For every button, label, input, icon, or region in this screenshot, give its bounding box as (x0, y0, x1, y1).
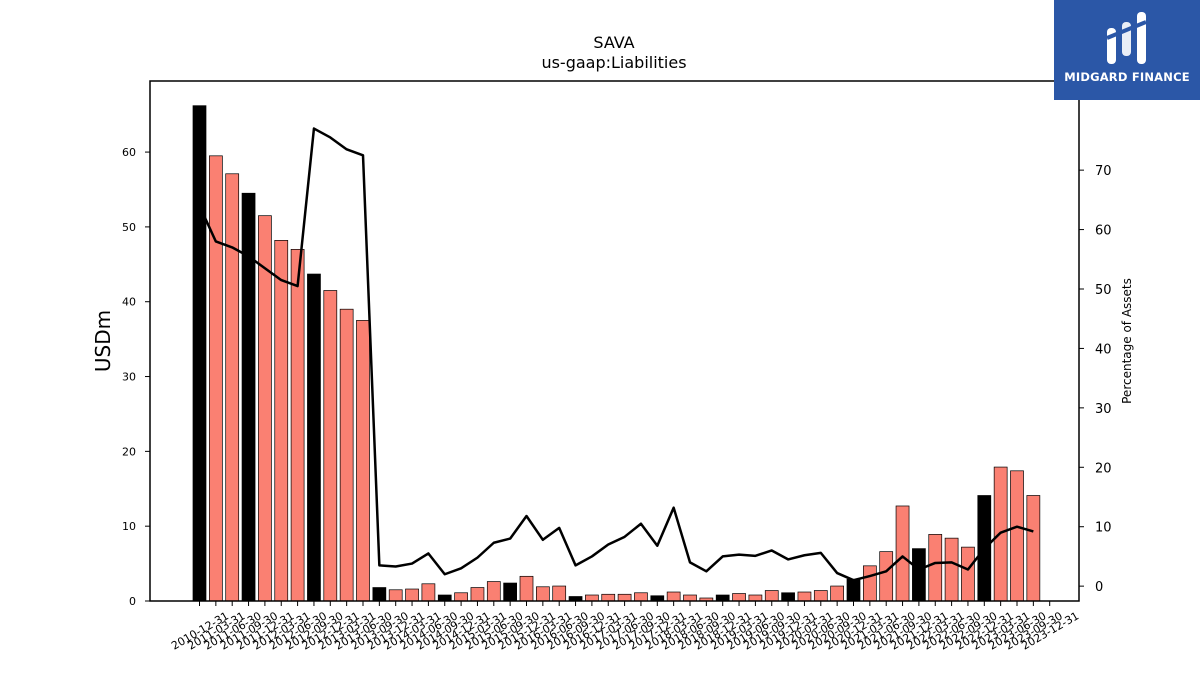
bar-2013-09-30 (372, 587, 387, 602)
chart-title: SAVA (593, 33, 634, 52)
bar-2016-12-31 (585, 594, 599, 602)
y-axis-left-label: USDm (91, 310, 115, 372)
bar-2013-03-31 (339, 308, 354, 602)
bar-2011-03-31 (209, 155, 223, 602)
bar-2017-09-30 (634, 592, 648, 602)
bar-2016-03-31 (535, 586, 550, 602)
x-axis: 2010-12-312011-03-312011-06-302011-09-30… (169, 601, 1081, 653)
bar-2015-12-31 (519, 575, 534, 602)
y-axis-left: 0 10 20 30 40 50 60 (122, 146, 150, 608)
bar-2017-12-31 (650, 595, 665, 602)
bar-2017-06-30 (617, 593, 632, 602)
y-right-tick-label: 0 (1095, 580, 1103, 595)
plot-frame (149, 80, 1080, 602)
bar-2023-06-30 (1010, 470, 1024, 602)
bar-2021-06-30 (879, 551, 894, 602)
bar-2015-09-30 (503, 582, 517, 602)
bar-2018-12-31 (715, 594, 730, 602)
bar-2019-06-30 (748, 594, 763, 602)
y-left-tick-label: 50 (122, 221, 136, 234)
y-left-tick-label: 10 (122, 520, 136, 533)
bar-2015-06-30 (486, 581, 501, 602)
bar-2018-03-31 (666, 591, 681, 602)
y-axis-right-label: Percentage of Assets (1120, 278, 1134, 404)
y-left-tick-label: 60 (122, 146, 136, 159)
bar-2019-03-31 (732, 593, 746, 602)
bar-2014-06-30 (421, 583, 436, 602)
bar-2022-03-31 (928, 534, 943, 602)
midgard-logo-icon (1106, 12, 1147, 64)
bar-2019-09-30 (764, 590, 779, 602)
bar-2014-09-30 (437, 594, 452, 602)
bars-group (192, 105, 1041, 602)
bar-2010-12-31 (192, 105, 207, 602)
bar-2013-06-30 (356, 320, 370, 602)
bar-2011-06-30 (225, 173, 240, 602)
y-left-tick-label: 20 (122, 445, 136, 458)
bar-2022-06-30 (944, 537, 959, 602)
bar-2023-09-30 (1026, 495, 1041, 602)
bar-2014-03-31 (405, 588, 419, 602)
bar-2012-06-30 (290, 249, 305, 602)
bar-2011-12-31 (258, 215, 272, 602)
bar-2020-06-30 (813, 590, 828, 602)
y-right-tick-label: 60 (1095, 224, 1112, 239)
bar-2020-09-30 (830, 585, 845, 602)
bar-2022-09-30 (961, 546, 975, 602)
y-left-tick-label: 0 (129, 595, 136, 608)
bar-2021-09-30 (895, 505, 910, 602)
bar-2016-06-30 (552, 585, 567, 602)
y-right-tick-label: 20 (1095, 461, 1112, 476)
bar-2020-12-31 (846, 578, 861, 602)
y-left-tick-label: 40 (122, 296, 136, 309)
bar-2020-03-31 (797, 591, 812, 602)
chart-subtitle: us-gaap:Liabilities (541, 53, 686, 72)
brand-name: MIDGARD FINANCE (1064, 70, 1190, 84)
bar-2012-09-30 (307, 273, 321, 602)
brand-logo: MIDGARD FINANCE (1054, 0, 1200, 100)
y-right-tick-label: 40 (1095, 342, 1112, 357)
y-axis-right: 0 10 20 30 40 50 60 70 (1079, 164, 1112, 595)
bar-2021-03-31 (862, 565, 877, 602)
bar-2012-03-31 (274, 240, 289, 602)
line-group (198, 127, 1034, 582)
y-left-tick-label: 30 (122, 371, 136, 384)
bar-2017-03-31 (601, 593, 616, 602)
y-right-tick-label: 50 (1095, 283, 1112, 298)
bar-2019-12-31 (781, 592, 795, 602)
bar-2018-06-30 (683, 594, 697, 602)
bar-2012-12-31 (323, 290, 338, 602)
bar-2021-12-31 (912, 548, 926, 602)
y-right-tick-label: 70 (1095, 164, 1112, 179)
y-right-tick-label: 30 (1095, 402, 1112, 417)
bar-2015-03-31 (470, 587, 485, 602)
y-right-tick-label: 10 (1095, 521, 1112, 536)
series-line (198, 127, 1034, 582)
bar-2014-12-31 (454, 592, 468, 602)
bar-2013-12-31 (388, 589, 403, 602)
